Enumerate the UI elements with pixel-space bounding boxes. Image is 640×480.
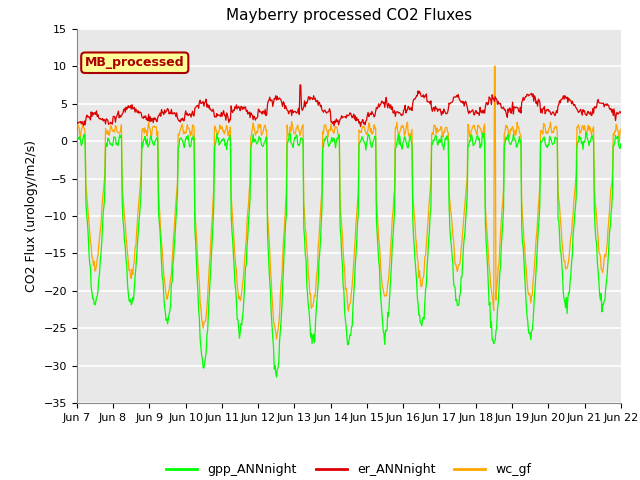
Title: Mayberry processed CO2 Fluxes: Mayberry processed CO2 Fluxes [226, 9, 472, 24]
Legend: gpp_ANNnight, er_ANNnight, wc_gf: gpp_ANNnight, er_ANNnight, wc_gf [161, 458, 536, 480]
Text: MB_processed: MB_processed [85, 56, 184, 69]
Y-axis label: CO2 Flux (urology/m2/s): CO2 Flux (urology/m2/s) [25, 140, 38, 292]
